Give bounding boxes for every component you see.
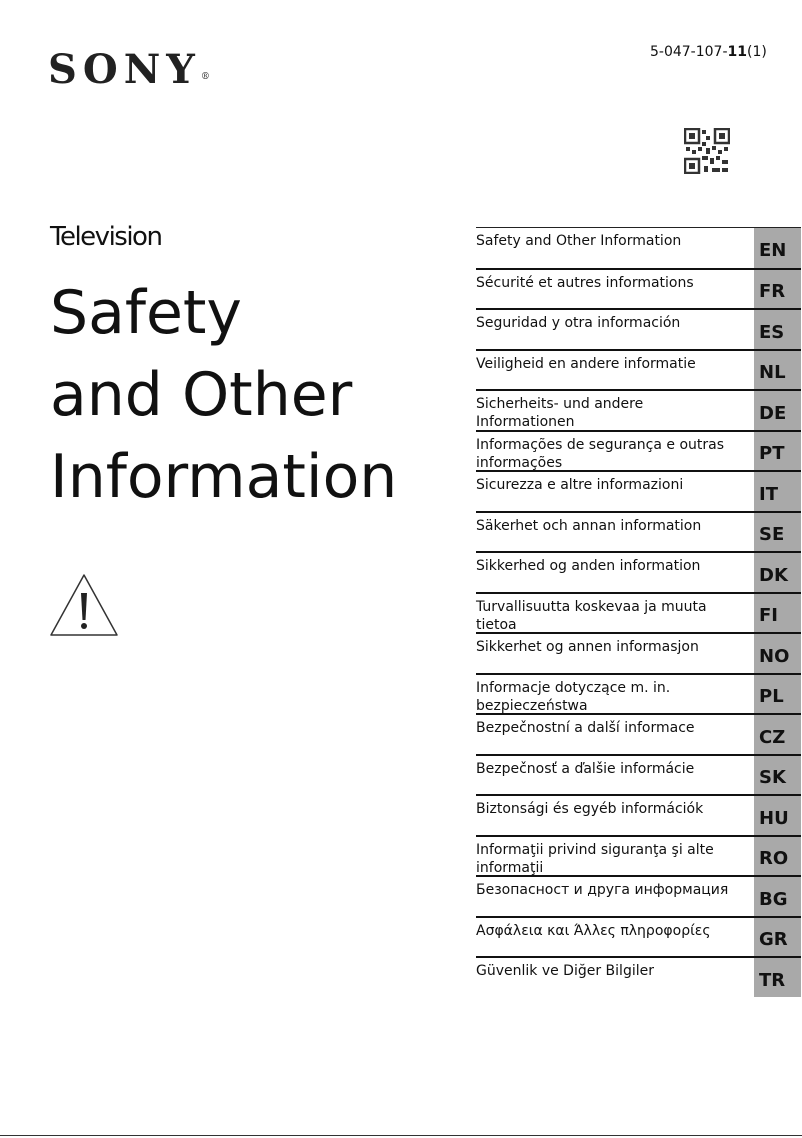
language-code: EN: [754, 228, 801, 268]
language-row-cz: Bezpečnostní a další informace CZ: [476, 713, 801, 754]
language-row-dk: Sikkerhed og anden information DK: [476, 551, 801, 592]
language-row-fr: Sécurité et autres informations FR: [476, 267, 801, 308]
language-title: Safety and Other Information: [476, 233, 682, 249]
language-title: Bezpečnosť a ďalšie informácie: [476, 760, 695, 777]
language-row-de: Sicherheits- und andere Informationen DE: [476, 389, 801, 430]
language-title: Informacje dotyczące m. in. bezpieczeńst…: [476, 679, 671, 714]
language-title: Biztonsági és egyéb információk: [476, 801, 704, 817]
language-code: DK: [754, 553, 801, 592]
language-title: Veiligheid en andere informatie: [476, 355, 696, 372]
sony-logo: SONY®: [48, 46, 210, 93]
language-row-pt: Informações de segurança e outras inform…: [476, 429, 801, 471]
language-row-ro: Informaţii privind siguranţa şi alte inf…: [476, 834, 801, 876]
language-row-gr: Ασφάλεια και Άλλες πληροφορίες GR: [476, 915, 801, 956]
title-line: Information: [50, 442, 398, 512]
title-line: Safety: [50, 278, 242, 348]
brand-text: SONY: [48, 46, 201, 93]
language-index: Safety and Other Information EN Sécurité e…: [476, 227, 801, 997]
language-row-hu: Biztonsági és egyéb információk HU: [476, 794, 801, 835]
language-row-pl: Informacje dotyczące m. in. bezpieczeńst…: [476, 672, 801, 714]
part-number-revision: 11: [727, 44, 747, 60]
language-row-nl: Veiligheid en andere informatie NL: [476, 348, 801, 389]
language-title: Säkerhet och annan information: [476, 517, 702, 534]
qr-code-icon: [684, 128, 730, 174]
language-code: SK: [754, 755, 801, 794]
part-number-suffix: (1): [747, 44, 767, 60]
language-code: IT: [754, 472, 801, 511]
language-row-sk: Bezpečnosť a ďalšie informácie SK: [476, 753, 801, 794]
language-row-it: Sicurezza e altre informazioni IT: [476, 470, 801, 511]
language-title: Bezpečnostní a další informace: [476, 720, 695, 736]
language-row-es: Seguridad y otra información ES: [476, 308, 801, 349]
part-number: 5-047-107-11(1): [650, 44, 767, 60]
language-code: TR: [754, 958, 801, 997]
divider: [0, 1135, 802, 1136]
language-code: PL: [754, 674, 801, 713]
language-title: Ασφάλεια και Άλλες πληροφορίες: [476, 922, 711, 939]
language-title: Seguridad y otra información: [476, 315, 681, 331]
language-title: Sikkerhed og anden information: [476, 558, 701, 574]
language-title: Sikkerhet og annen informasjon: [476, 639, 699, 655]
title-line: and Other: [50, 360, 353, 430]
language-code: FI: [754, 593, 801, 632]
language-code: NO: [754, 634, 801, 673]
part-number-prefix: 5-047-107-: [650, 44, 728, 60]
warning-triangle-icon: [50, 574, 118, 636]
language-title: Turvallisuutta koskevaa ja muuta tietoa: [476, 598, 707, 633]
language-code: NL: [754, 350, 801, 389]
language-code: CZ: [754, 715, 801, 754]
language-code: HU: [754, 796, 801, 835]
language-title: Informações de segurança e outras inform…: [476, 436, 725, 471]
language-row-bg: Безопасност и друга информация BG: [476, 875, 801, 916]
language-title: Güvenlik ve Diğer Bilgiler: [476, 963, 654, 979]
language-code: BG: [754, 877, 801, 916]
language-code: PT: [754, 431, 801, 470]
language-code: ES: [754, 310, 801, 349]
language-title: Sicurezza e altre informazioni: [476, 477, 684, 493]
language-code: RO: [754, 836, 801, 875]
language-code: FR: [754, 269, 801, 308]
language-row-tr: Güvenlik ve Diğer Bilgiler TR: [476, 956, 801, 997]
language-row-se: Säkerhet och annan information SE: [476, 510, 801, 551]
document-title: Safety and Other Information: [50, 272, 397, 518]
product-category: Television: [50, 222, 163, 252]
language-row-en: Safety and Other Information EN: [476, 227, 801, 268]
language-code: SE: [754, 512, 801, 551]
language-title: Informaţii privind siguranţa şi alte inf…: [476, 841, 714, 876]
language-title: Безопасност и друга информация: [476, 882, 729, 898]
language-title: Sicherheits- und andere Informationen: [476, 396, 644, 430]
language-row-no: Sikkerhet og annen informasjon NO: [476, 632, 801, 673]
language-code: GR: [754, 917, 801, 956]
language-title: Sécurité et autres informations: [476, 274, 694, 291]
language-row-fi: Turvallisuutta koskevaa ja muuta tietoa F…: [476, 591, 801, 633]
language-code: DE: [754, 391, 801, 430]
